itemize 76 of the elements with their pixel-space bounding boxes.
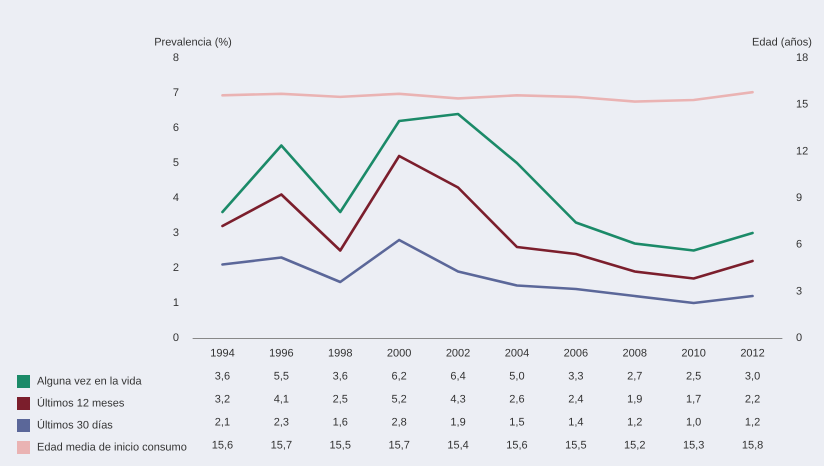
data-label: 1,6 [332,416,348,428]
data-label: 6,4 [450,370,466,382]
y2-tick-label: 3 [796,285,802,298]
y-tick-label: 2 [172,262,179,274]
data-label: 3,3 [568,370,584,382]
y2-tick-label: 18 [796,52,808,64]
data-label: 1,9 [450,416,466,428]
data-label: 15,7 [270,440,292,452]
data-label: 15,7 [388,440,410,452]
x-tick-label: 2006 [564,348,588,360]
x-tick-label: 2012 [740,348,765,360]
data-label: 2,6 [509,394,525,406]
line-series [221,112,754,252]
x-tick-label: 1994 [210,348,235,360]
y2-tick-label: 15 [796,98,808,111]
x-tick-label: 2000 [386,348,412,360]
y2-tick-label: 12 [796,145,808,158]
data-label: 2,1 [214,416,230,428]
y-tick-label: 3 [172,227,179,239]
data-label: 3,0 [744,370,760,382]
data-label: 1,0 [686,416,702,428]
line-series [221,90,754,103]
data-label: 1,2 [744,416,760,428]
legend-label: Alguna vez en la vida [37,376,142,388]
data-label: 2,2 [744,394,760,406]
x-tick-label: 2004 [504,348,530,360]
legend-label: Edad media de inicio consumo [37,442,187,454]
data-label: 15,3 [682,440,704,452]
y-axis-title: Prevalencia (%) [154,36,232,48]
data-label: 15,5 [330,440,351,452]
y2-tick-label: 0 [796,332,802,344]
y-tick-label: 4 [172,192,179,204]
data-label: 2,4 [568,394,584,406]
data-label: 2,8 [392,416,407,428]
data-label: 15,5 [565,440,587,452]
data-label: 15,8 [742,440,764,452]
data-label: 5,5 [274,370,289,382]
y2-axis-title: Edad (años) [752,36,812,48]
x-tick-label: 1998 [328,348,352,360]
legend-label: Últimos 30 días [37,418,114,432]
data-label: 15,4 [447,440,469,452]
x-tick-label: 2008 [622,348,647,360]
data-label: 1,9 [627,394,642,406]
y-tick-label: 6 [172,122,179,134]
data-label: 2,3 [274,416,289,428]
x-tick-label: 1996 [269,348,294,360]
y-tick-label: 0 [172,332,179,344]
y-tick-label: 8 [172,52,179,64]
legend-label: Últimos 12 meses [37,396,125,410]
y2-tick-label: 6 [796,238,802,251]
data-label: 3,6 [332,370,348,382]
data-label: 15,6 [506,440,528,452]
data-label: 4,1 [274,394,289,406]
x-tick-label: 2010 [681,348,706,360]
data-label: 6,2 [392,370,407,382]
data-label: 1,4 [568,416,584,428]
x-tick-label: 2002 [446,348,470,360]
data-label: 1,5 [509,416,525,428]
data-label: 2,5 [332,394,348,406]
data-label: 1,7 [686,394,702,406]
data-label: 15,6 [212,440,234,452]
data-label: 2,5 [686,370,702,382]
y-tick-label: 7 [172,87,179,99]
data-label: 5,0 [509,370,525,382]
line-series [221,154,754,280]
data-label: 3,2 [214,394,230,406]
data-label: 15,2 [624,440,646,452]
data-label: 5,2 [392,394,407,406]
line-series [221,238,754,304]
data-label: 3,6 [214,370,230,382]
y-tick-label: 1 [172,297,179,309]
y2-tick-label: 9 [796,192,802,204]
data-label: 1,2 [627,416,642,428]
y-tick-label: 5 [172,157,179,169]
data-label: 2,7 [627,370,642,382]
data-label: 4,3 [450,394,466,406]
